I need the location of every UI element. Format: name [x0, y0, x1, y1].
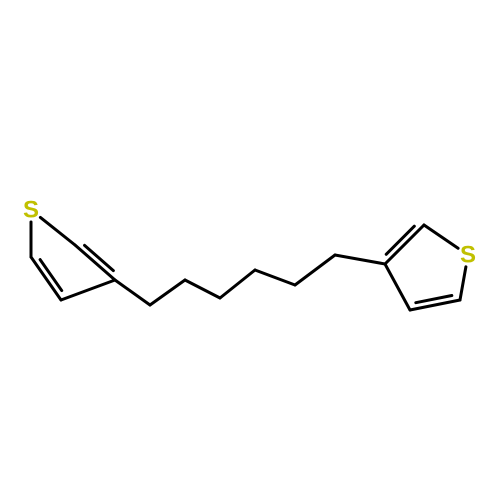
bond: [75, 245, 115, 280]
bond: [40, 217, 75, 245]
bonds-layer: [31, 217, 466, 310]
bond: [295, 255, 335, 285]
bond: [61, 280, 115, 300]
bond: [31, 257, 61, 300]
bond: [255, 270, 295, 285]
atom-label-s: S: [23, 197, 39, 224]
bond: [220, 270, 255, 298]
bond: [460, 267, 466, 300]
atom-label-s: S: [460, 242, 476, 269]
molecule-canvas: SS: [0, 0, 500, 500]
bond: [385, 264, 410, 310]
bond: [185, 280, 220, 298]
bond: [335, 255, 385, 264]
bond: [424, 225, 458, 248]
bond: [115, 280, 150, 305]
bond: [385, 225, 424, 264]
bond: [150, 280, 185, 305]
